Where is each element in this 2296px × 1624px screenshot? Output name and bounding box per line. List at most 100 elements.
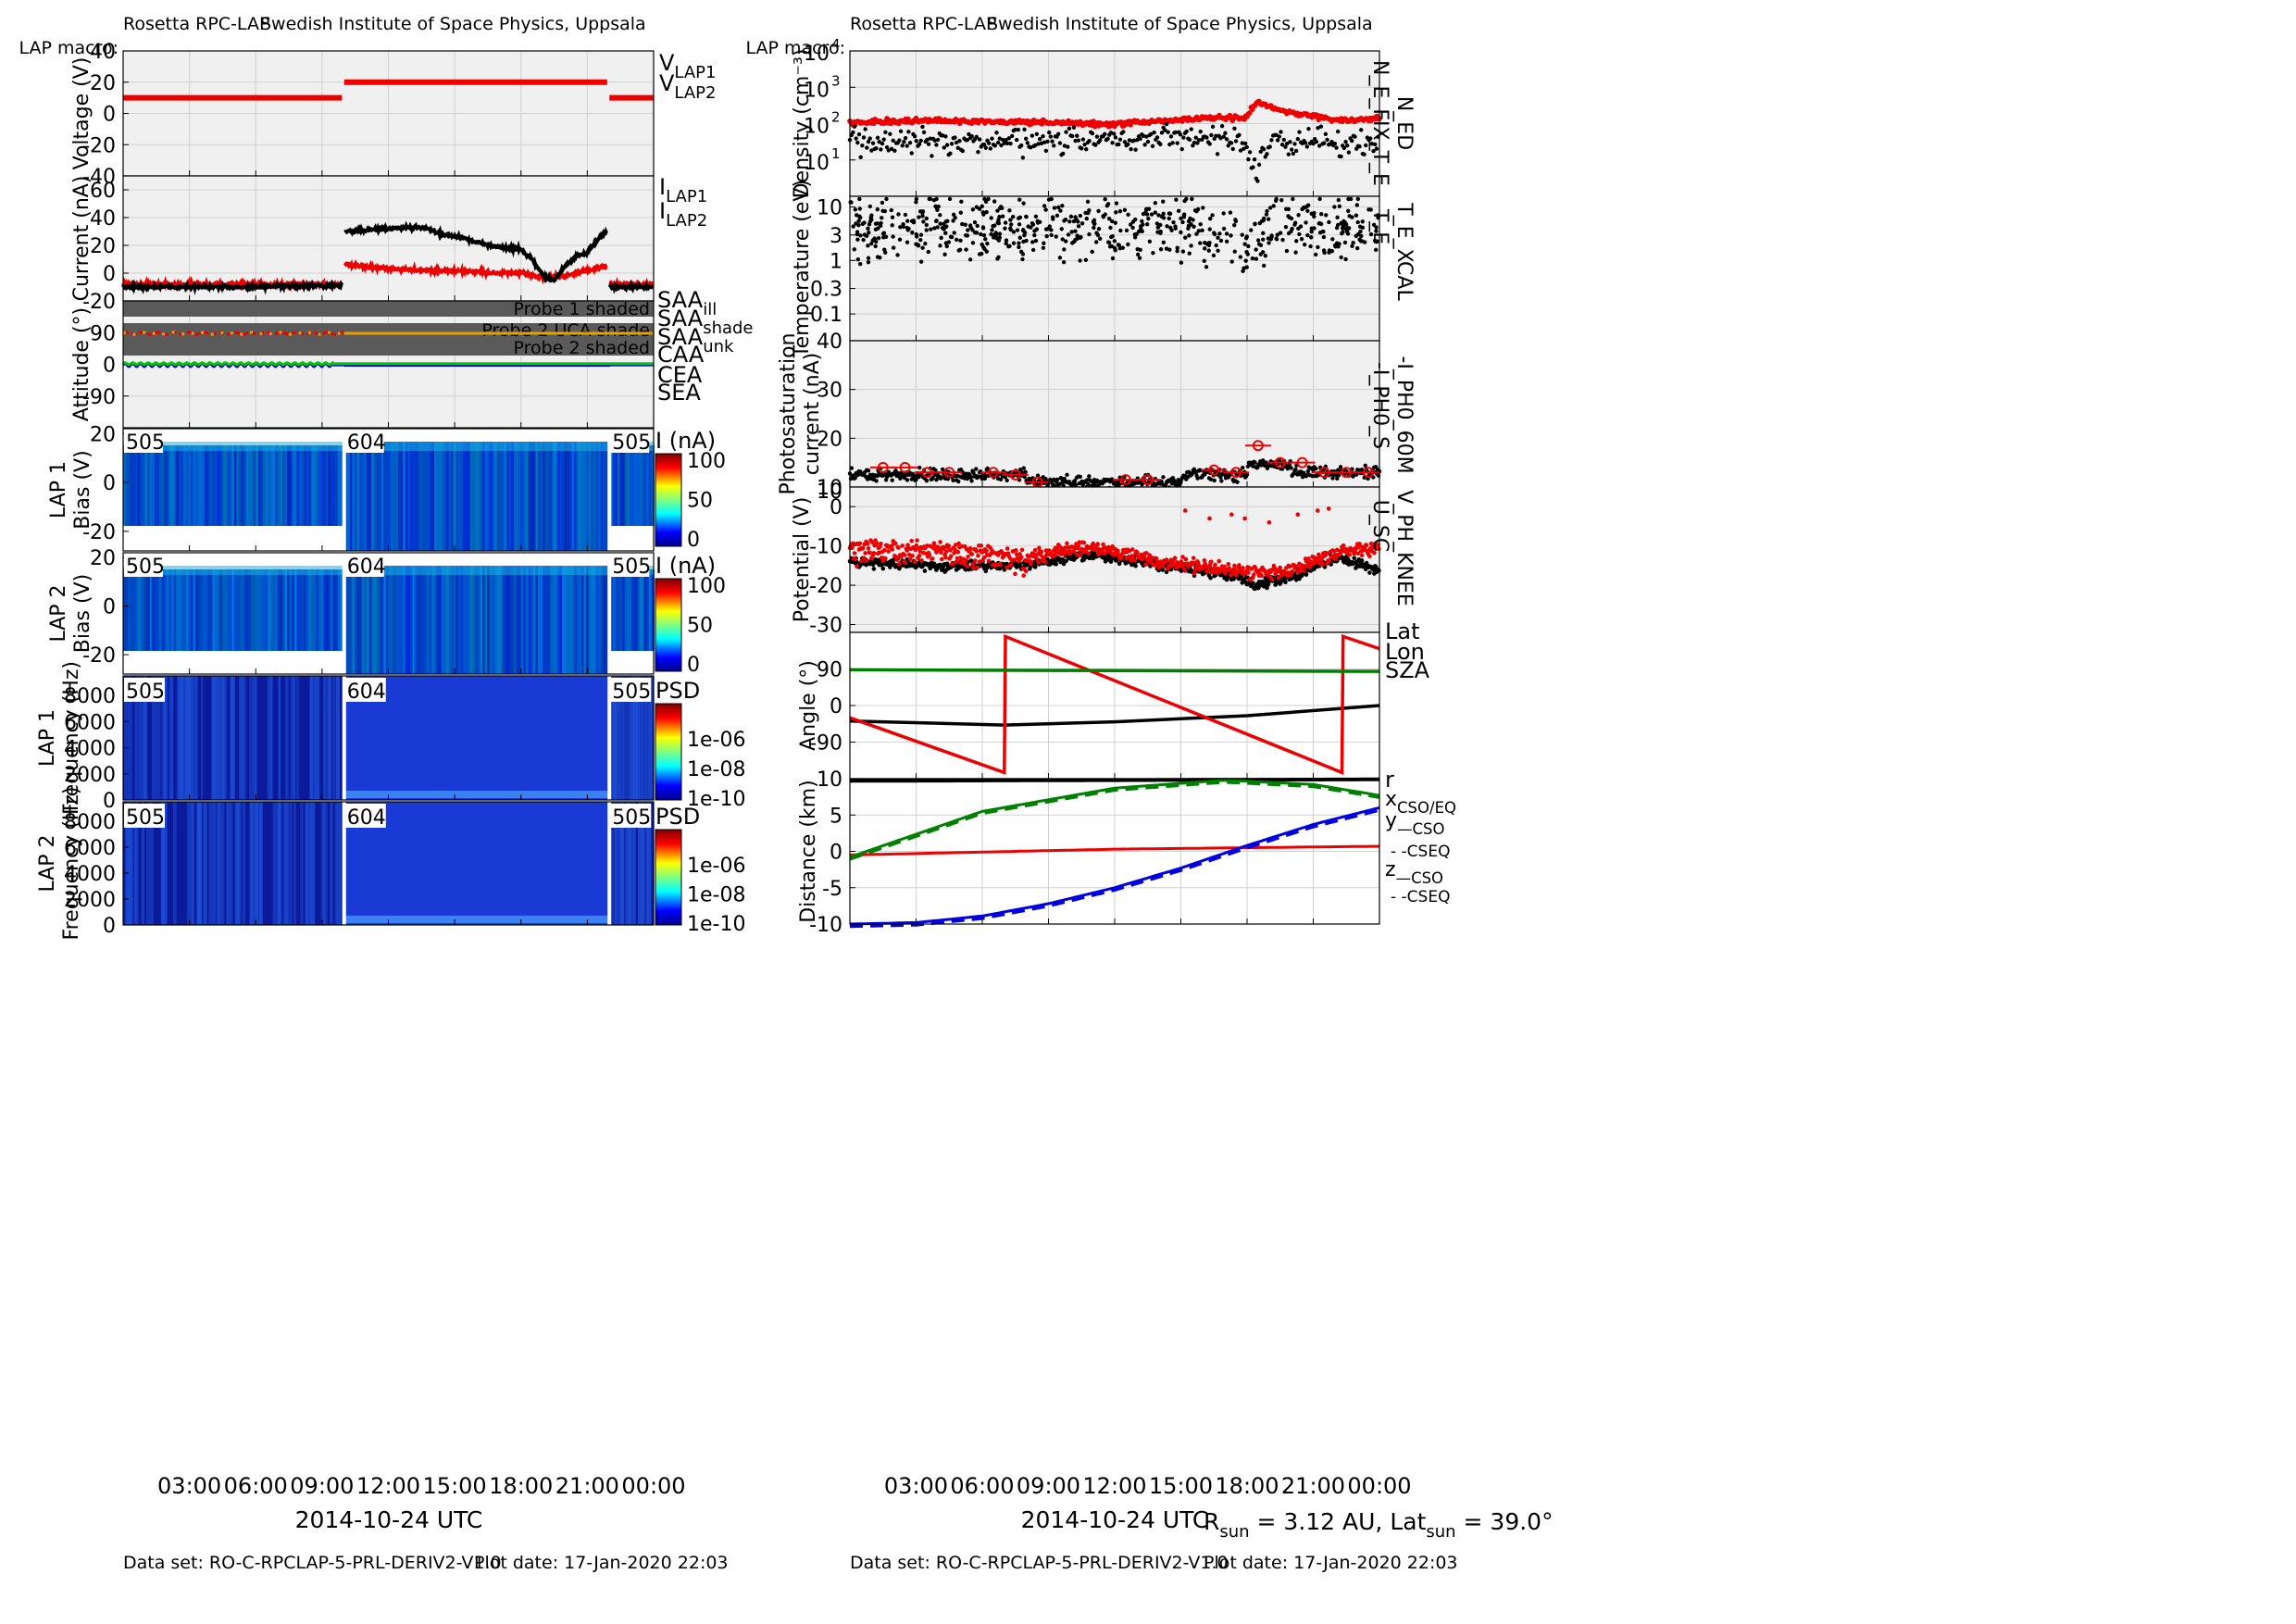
t-e-point	[1098, 236, 1103, 242]
n-e-fix-point	[1311, 141, 1316, 146]
n-e-fix-point	[1142, 143, 1147, 147]
t-e-point	[1052, 206, 1057, 210]
n-e-fix-point	[903, 135, 908, 141]
n-e-fix-point	[1224, 137, 1229, 142]
n-e-fix-point	[907, 140, 913, 145]
psd-streak	[188, 676, 192, 800]
v-ph-knee-point	[1326, 506, 1331, 511]
n-e-fix-point	[892, 148, 897, 154]
t-e-point	[948, 234, 954, 240]
n-e-fix-point	[1237, 132, 1242, 137]
heat-column	[281, 445, 286, 526]
heat-column	[525, 442, 530, 551]
t-e-point	[1354, 245, 1360, 251]
n-e-fix-point	[1279, 143, 1285, 147]
t-e-point	[1271, 204, 1276, 208]
heat-column	[233, 569, 238, 651]
t-e-point	[1368, 231, 1374, 237]
colorbar-tick: 100	[687, 450, 726, 473]
n-e-fix-point	[900, 144, 905, 148]
t-e-point	[918, 237, 923, 243]
t-e-point	[1153, 210, 1158, 215]
t-e-point	[989, 216, 993, 220]
n-e-fix-point	[1341, 145, 1347, 151]
t-e-point	[1229, 259, 1234, 264]
heat-column	[624, 445, 629, 526]
heat-column	[229, 445, 233, 526]
heat-column	[347, 442, 351, 551]
n-e-fix-point	[1364, 143, 1368, 148]
n-e-fix-point	[917, 142, 922, 146]
n-e-fix-point	[1209, 132, 1214, 138]
t-e-point	[1175, 248, 1179, 254]
t-e-point	[867, 219, 873, 224]
y-axis-label: LAP 1	[36, 709, 59, 767]
t-e-point	[1268, 237, 1273, 242]
heat-column	[436, 442, 440, 551]
macro-tag-bg	[610, 555, 650, 577]
heat-column	[600, 442, 605, 551]
heat-column	[523, 442, 527, 551]
i-ph0-60m-point	[877, 461, 889, 473]
heat-column	[393, 566, 397, 674]
t-e-point	[1096, 226, 1102, 231]
legend-attitude: CEA	[657, 362, 703, 388]
heat-column	[446, 566, 450, 674]
u-sc-point	[963, 567, 968, 572]
u-sc-point	[1367, 570, 1372, 575]
heat-column	[506, 442, 510, 551]
n-e-fix-point	[1219, 123, 1225, 129]
n-e-fix-point	[1004, 137, 1008, 143]
psd-streak	[611, 802, 614, 925]
t-e-point	[1238, 255, 1243, 259]
v-ph-knee-point	[1183, 556, 1189, 562]
v-ph-knee-point	[907, 556, 913, 562]
heat-column	[265, 445, 269, 526]
heat-column	[263, 445, 267, 526]
t-e-point	[1180, 219, 1185, 225]
heat-column	[330, 569, 334, 651]
n-e-fix-point	[1256, 162, 1262, 168]
t-e-point	[1128, 222, 1133, 227]
psd-streak	[330, 802, 333, 925]
psd-streak	[339, 802, 343, 925]
heat-column	[142, 445, 146, 526]
heat-column	[555, 442, 558, 551]
heat-column	[296, 445, 300, 526]
heat-column	[619, 445, 623, 526]
v-ph-knee-point	[1278, 565, 1282, 570]
heat-column	[489, 566, 493, 674]
n-e-fix-point	[967, 131, 971, 137]
t-e-point	[1126, 242, 1130, 247]
psd-streak	[216, 676, 220, 800]
t-e-point	[1175, 245, 1179, 250]
n-e-fix-point	[934, 143, 939, 147]
n-e-fix-point	[912, 133, 917, 139]
macro-tag-bg	[124, 555, 163, 577]
v-ph-knee-point	[1116, 548, 1120, 554]
psd-streak	[230, 802, 233, 925]
heat-column	[639, 569, 643, 651]
t-e-point	[953, 216, 957, 220]
heat-column	[140, 445, 144, 526]
colorbar-tick: 50	[687, 490, 713, 513]
i-ph0-point	[1219, 479, 1224, 483]
n-e-fix-point	[1008, 141, 1013, 146]
x-axis-label: 2014-10-24 UTC	[1021, 1506, 1209, 1533]
y-tick-label: 6000	[64, 711, 116, 734]
v-ph-knee-point	[859, 558, 864, 564]
t-e-point	[958, 238, 963, 243]
t-e-point	[1255, 238, 1261, 243]
y-axis-label: Frequency (Hz)	[60, 787, 83, 941]
psd-streak	[250, 802, 254, 925]
y-tick-label: 4000	[64, 863, 116, 886]
i-ph0-point	[1335, 476, 1340, 481]
v-ph-knee-point	[1364, 543, 1369, 548]
n-e-fix-point	[1261, 146, 1267, 152]
heat-column	[212, 569, 216, 651]
i-ph0-point	[1087, 474, 1092, 479]
t-e-point	[1045, 227, 1050, 231]
heat-column	[224, 445, 228, 526]
v-ph-knee-point	[896, 545, 901, 550]
u-sc-point	[1224, 577, 1229, 582]
